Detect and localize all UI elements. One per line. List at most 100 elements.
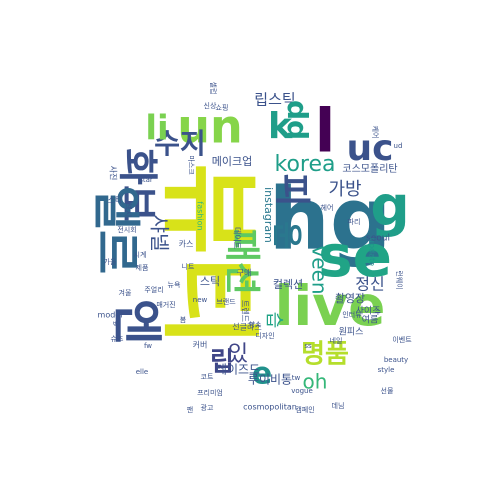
word-cloud-word: 여름 (362, 314, 379, 326)
word-cloud-word: 향수 (249, 320, 262, 329)
word-cloud-word: 코트 (201, 373, 214, 381)
word-cloud-word: veen (308, 245, 332, 294)
word-cloud-word: 선물 (381, 386, 394, 395)
word-cloud-word: seoul (366, 234, 390, 244)
word-cloud-word: 수지 (154, 127, 206, 160)
word-cloud-word: 데이트 (233, 227, 243, 249)
word-cloud-word: 뉴욕 (168, 281, 181, 289)
word-cloud-word: 겨울 (119, 288, 132, 297)
word-cloud-word: 케어 (371, 126, 380, 139)
word-cloud-word: 패션 (221, 229, 262, 295)
word-cloud-word: 광고 (201, 404, 214, 412)
word-cloud-word: fashion (196, 201, 205, 230)
word-cloud-word: 제품 (136, 264, 149, 272)
word-cloud-word: 시계 (134, 250, 147, 259)
word-cloud-word: 뷰티 (151, 163, 268, 347)
word-cloud-word: 네일 (330, 336, 343, 345)
word-cloud-word: live (275, 274, 386, 338)
word-cloud-word: 립스틱 (254, 91, 295, 109)
word-cloud-word: 습 (263, 312, 284, 329)
word-cloud-word: model (98, 311, 123, 320)
word-cloud-word: instagram (262, 187, 275, 243)
word-cloud-word: 테이즈드 (216, 363, 260, 377)
word-cloud-word: 촬영장 (335, 292, 365, 305)
word-cloud-word: 헤어 (321, 203, 334, 212)
word-cloud-word: uc (347, 128, 394, 169)
word-cloud-word: tw (292, 374, 301, 382)
word-cloud-word: 구매 (237, 269, 252, 278)
word-cloud-word: update (368, 238, 377, 266)
word-cloud-word: 운 (269, 221, 304, 249)
word-cloud-word: 샤넬 (148, 215, 172, 252)
word-cloud-word: 커버 (193, 340, 208, 350)
word-cloud-word: style (378, 366, 395, 374)
word-cloud-word: 메이크업 (212, 155, 252, 168)
word-cloud-word: li (145, 109, 168, 149)
word-cloud-word: 사이즈 (356, 306, 381, 317)
word-cloud-word: 전시회 (117, 225, 136, 234)
word-cloud-word: un (177, 100, 243, 154)
word-cloud-word: new (193, 296, 208, 304)
word-cloud-word: 트렌드 (241, 300, 251, 322)
word-cloud-word: 니트 (182, 262, 195, 271)
word-cloud-word: 데님 (332, 401, 345, 410)
word-cloud-word: hg (269, 169, 392, 269)
word-cloud-word: 신상 (204, 101, 217, 110)
word-cloud-word: g (370, 174, 409, 238)
word-cloud-word: 프리미엄 (197, 388, 223, 397)
word-cloud-word: 코스모폴리탄 (342, 163, 397, 175)
word-cloud-word: 가을 (104, 257, 117, 266)
word-cloud-word: 이벤트 (392, 335, 412, 344)
word-cloud-word: 정신 (355, 275, 384, 294)
word-cloud-word: 백 (113, 320, 119, 329)
word-cloud-word: 봄 (180, 316, 187, 324)
word-cloud-word: fw (144, 342, 152, 350)
word-cloud-word: 파리 (348, 217, 361, 226)
word-cloud-word: vogue (291, 387, 313, 395)
word-cloud-word: 디자인 (255, 331, 274, 340)
word-cloud-word: beauty (384, 356, 408, 364)
word-cloud-word: 런웨이 (395, 270, 404, 289)
word-cloud-word: se (318, 222, 392, 290)
word-cloud-word: 팬 (187, 405, 193, 414)
word-cloud-word: dd (281, 100, 314, 140)
word-cloud-word: 주얼리 (144, 285, 163, 294)
word-cloud-word: oh (303, 370, 328, 394)
word-cloud-word: 사진 (109, 166, 119, 181)
word-cloud-word: l (315, 97, 336, 167)
word-cloud-word: 원피스 (339, 327, 364, 338)
word-cloud-word: 브랜드 (216, 297, 236, 306)
word-cloud-word: 화보 (114, 148, 160, 222)
word-cloud-word: 스틱 (200, 275, 220, 288)
word-cloud-word: ud (394, 142, 403, 150)
word-cloud-word: ss (304, 342, 312, 350)
word-cloud-word: korea (275, 152, 336, 177)
word-cloud-word: cosmopolitan (243, 403, 297, 412)
word-cloud-word: 선글라스 (232, 323, 261, 332)
word-cloud-word: 컬렉션 (273, 278, 303, 291)
word-cloud-word: 루이비통 (248, 373, 292, 387)
word-cloud-word: 피 (271, 173, 312, 206)
word-cloud-word: 쇼핑 (216, 103, 229, 112)
word-cloud-word: 섹시 (124, 203, 133, 218)
word-cloud-word: 슈즈 (111, 335, 124, 343)
word-cloud-word: star (139, 176, 153, 184)
word-cloud-word: 엘르 (88, 186, 144, 274)
word-cloud-word: 셀럽 (209, 82, 218, 95)
word-cloud-word: 립 (210, 348, 234, 378)
word-cloud-word: e (252, 357, 272, 392)
word-cloud-word: 카스 (179, 240, 194, 249)
word-cloud-word: 스타 (108, 196, 123, 205)
word-cloud-word: 엔 (108, 299, 166, 345)
word-cloud-word: 인터뷰 (342, 310, 362, 319)
word-cloud-word: 마스크 (187, 155, 196, 175)
word-cloud-word: elle (136, 368, 149, 376)
word-cloud-word: 수 (375, 308, 382, 316)
word-cloud-word: 캠페인 (295, 405, 314, 414)
word-cloud-word: 가방 (328, 179, 361, 200)
word-cloud-word: 있 (228, 342, 248, 367)
word-cloud-word: k (268, 106, 293, 147)
word-cloud-word: 명품 (301, 340, 349, 370)
